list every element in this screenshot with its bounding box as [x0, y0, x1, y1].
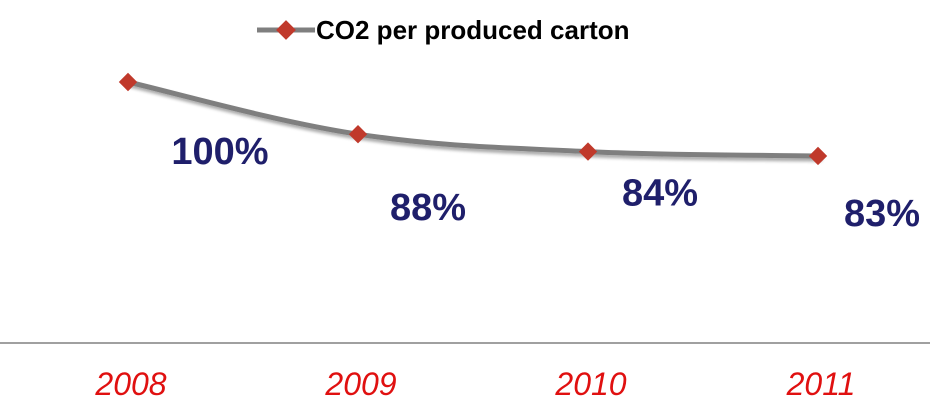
- x-tick-label-2008: 2008: [94, 366, 166, 401]
- data-label-2010: 84%: [622, 173, 698, 215]
- legend: CO2 per produced carton: [257, 15, 630, 45]
- marker-2011: [808, 146, 828, 166]
- plot-area: 100% 88% 84% 83%: [118, 72, 920, 235]
- series-markers: [118, 72, 828, 166]
- data-label-2008: 100%: [171, 131, 268, 173]
- x-tick-label-2011: 2011: [786, 366, 856, 401]
- data-label-2009: 88%: [390, 187, 466, 229]
- x-axis-tick-labels: 2008 2009 2010 2011: [94, 366, 855, 401]
- marker-2008: [118, 72, 138, 92]
- series-line-co2: [125, 79, 821, 159]
- data-labels: 100% 88% 84% 83%: [171, 131, 920, 235]
- legend-marker-swatch: [276, 20, 296, 40]
- legend-label: CO2 per produced carton: [316, 15, 630, 45]
- x-tick-label-2009: 2009: [324, 366, 396, 401]
- x-tick-label-2010: 2010: [554, 366, 626, 401]
- data-label-2011: 83%: [844, 193, 920, 235]
- marker-2010: [578, 142, 598, 161]
- marker-2009: [348, 125, 368, 144]
